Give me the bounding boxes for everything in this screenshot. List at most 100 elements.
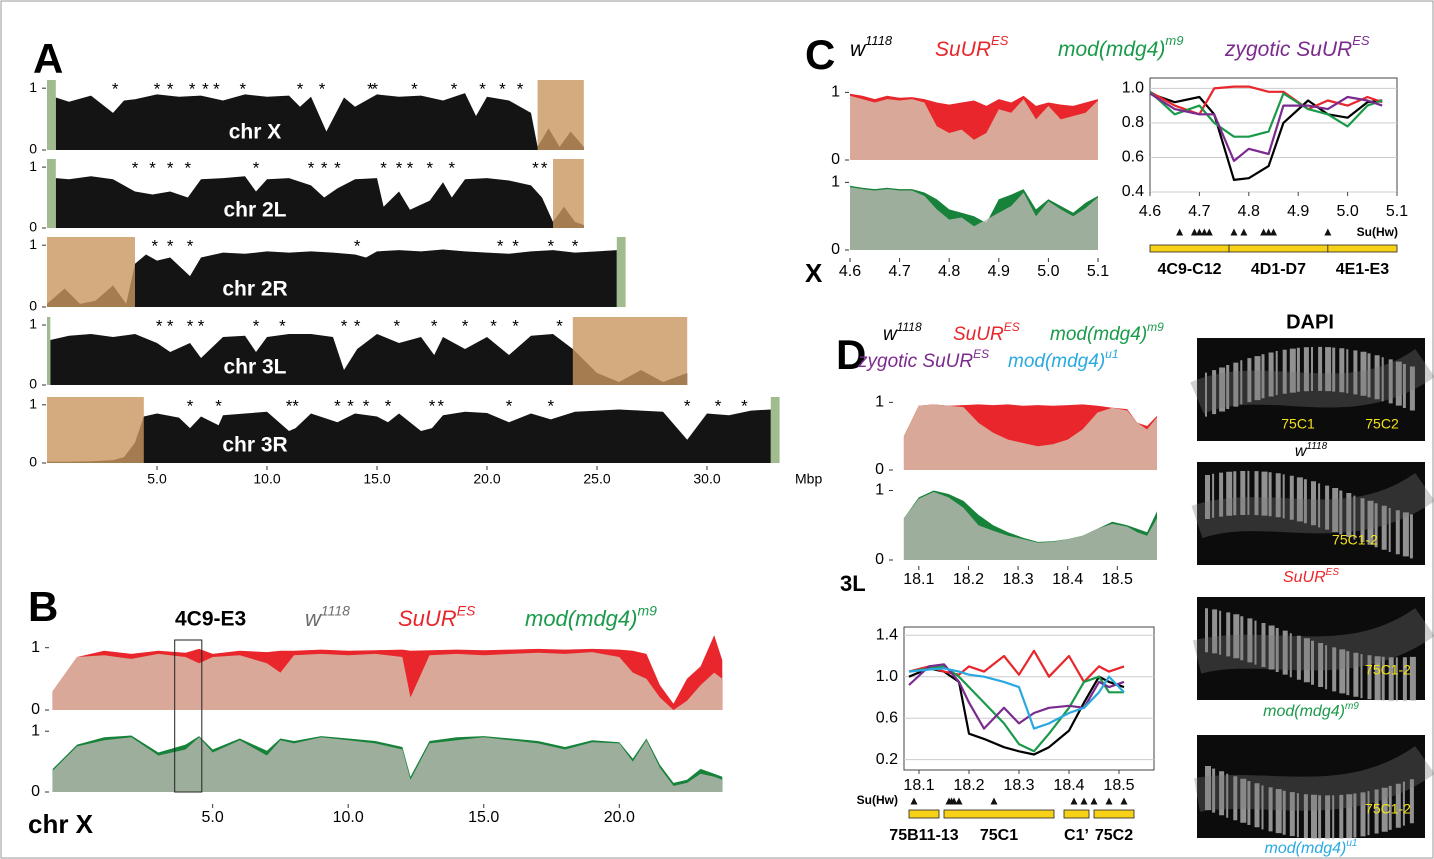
x-tick-label: 18.1 — [903, 571, 934, 588]
legend-entry: mod(mdg4)m9 — [1050, 320, 1164, 345]
label-text: SuUR — [953, 324, 1004, 345]
y-tick-label: 0 — [831, 151, 840, 168]
asterisk: * — [279, 316, 286, 335]
legend-entry: mod(mdg4)u1 — [1008, 347, 1119, 372]
label-text: mod(mdg4) — [525, 606, 637, 631]
x-tick-label: 18.3 — [1003, 777, 1034, 794]
marker-label: Su(Hw) — [1357, 225, 1398, 239]
asterisk: * — [149, 159, 156, 178]
x-tick-label: 5.0 — [1336, 203, 1358, 220]
label-text: SuUR — [398, 606, 457, 631]
x-tick-label: 10.0 — [253, 471, 280, 487]
asterisk: * — [292, 396, 299, 415]
mutant-area — [903, 404, 1157, 470]
chromosome-body — [1190, 348, 1434, 414]
band-label: 4D1-D7 — [1251, 261, 1306, 278]
label-text: w — [305, 606, 323, 631]
asterisk: * — [490, 316, 497, 335]
label-superscript: ES — [457, 602, 476, 618]
x-tick-label: 5.1 — [1386, 203, 1408, 220]
label-text: SuUR — [935, 38, 991, 61]
panel-letter: C — [805, 31, 835, 78]
x-tick-label: 10.0 — [333, 809, 364, 826]
region-label: 4C9-E3 — [175, 608, 246, 631]
asterisk: * — [202, 80, 209, 99]
asterisk: * — [426, 159, 433, 178]
y-tick-label: 1.0 — [1122, 80, 1144, 97]
asterisk: * — [380, 159, 387, 178]
x-axis-label: X — [805, 258, 823, 288]
y-tick-label: 0 — [31, 701, 40, 718]
asterisk: * — [517, 80, 524, 99]
y-tick-label: 1 — [29, 158, 37, 174]
asterisk: * — [547, 396, 554, 415]
x-tick-label: 4.7 — [888, 263, 910, 280]
label-superscript: 1118 — [865, 33, 893, 48]
mutant-area — [52, 652, 723, 710]
label-text: mod(mdg4) — [1265, 840, 1347, 857]
su-hw-site — [1105, 797, 1113, 805]
band-annotation: 75C2 — [1365, 416, 1399, 432]
legend-entry: mod(mdg4)m9 — [525, 602, 657, 630]
profile-area — [47, 409, 771, 463]
x-tick-label: 5.0 — [147, 471, 167, 487]
band-annotation: 75C1-2 — [1365, 662, 1411, 678]
series-line — [1149, 92, 1383, 162]
label-text: w — [883, 324, 898, 345]
asterisk: * — [363, 396, 370, 415]
su-hw-site — [990, 797, 998, 805]
series-line — [908, 667, 1125, 730]
y-tick-label: 0 — [31, 783, 40, 800]
asterisk: * — [506, 396, 513, 415]
x-axis-label: Mbp — [795, 471, 822, 487]
chromosome-name: chr 3L — [223, 356, 286, 379]
label-superscript: 1118 — [1306, 441, 1327, 452]
asterisk: * — [154, 80, 161, 99]
x-tick-label: 20.0 — [604, 809, 635, 826]
y-tick-label: 1 — [31, 639, 40, 656]
su-hw-site — [1090, 797, 1098, 805]
band-annotation: 75C1-2 — [1365, 801, 1411, 817]
asterisk: * — [448, 159, 455, 178]
profile-area — [47, 249, 617, 307]
mutant-area — [903, 491, 1157, 560]
x-tick-label: 30.0 — [693, 471, 720, 487]
x-tick-label: 18.4 — [1053, 777, 1084, 794]
su-hw-site — [1260, 228, 1268, 236]
label-superscript: 1118 — [897, 320, 922, 334]
telomere-region — [47, 80, 56, 150]
legend-entry: SuURES — [398, 602, 476, 630]
asterisk: * — [556, 316, 563, 335]
asterisk: * — [512, 237, 519, 256]
y-tick-label: 0 — [831, 241, 840, 258]
x-tick-label: 18.5 — [1102, 571, 1133, 588]
asterisk: * — [167, 237, 174, 256]
y-tick-label: 0 — [29, 141, 37, 157]
y-tick-label: 1 — [875, 482, 884, 499]
dapi-title: DAPI — [1286, 311, 1334, 333]
panel-letter: A — [33, 35, 63, 82]
y-tick-label: 1 — [875, 394, 884, 411]
band-label: 75B11-13 — [889, 827, 958, 844]
su-hw-site — [1195, 228, 1203, 236]
asterisk: * — [499, 80, 506, 99]
asterisk: * — [151, 237, 158, 256]
asterisk: * — [367, 80, 374, 99]
asterisk: * — [187, 396, 194, 415]
x-tick-label: 5.0 — [1037, 263, 1059, 280]
asterisk: * — [431, 316, 438, 335]
asterisk: * — [334, 396, 341, 415]
y-tick-label: 0.2 — [876, 751, 898, 768]
asterisk: * — [407, 159, 414, 178]
telomere-region — [47, 317, 51, 385]
label-text: w — [1295, 443, 1308, 460]
x-tick-label: 4.8 — [938, 263, 960, 280]
chromosome-bands — [1205, 766, 1414, 840]
chromosome-body — [1192, 607, 1434, 674]
micrograph-caption: mod(mdg4)u1 — [1265, 838, 1358, 858]
asterisk: * — [215, 396, 222, 415]
asterisk: * — [347, 396, 354, 415]
label-text: w — [850, 38, 867, 61]
chromosome-body — [1191, 472, 1434, 539]
label-text: zygotic SuUR — [857, 351, 973, 372]
